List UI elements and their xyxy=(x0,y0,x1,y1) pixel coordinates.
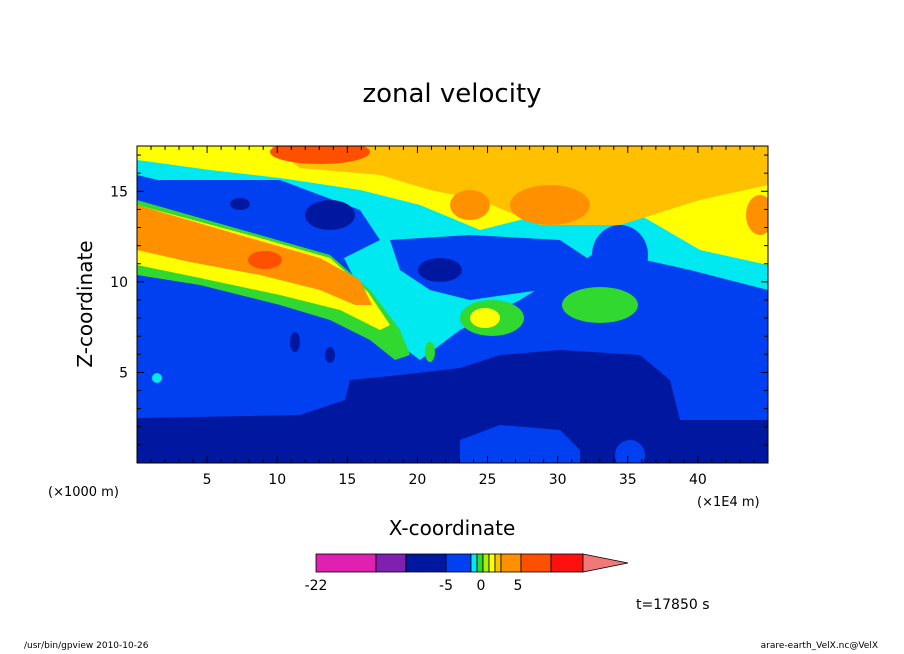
region-dark-blob-1 xyxy=(418,258,462,282)
region-dark-blob-5 xyxy=(325,347,335,363)
footer-left: /usr/bin/gpview 2010-10-26 xyxy=(24,641,149,651)
x-unit-right: (×1E4 m) xyxy=(697,495,760,510)
y-axis-label: Z-coordinate xyxy=(73,240,97,367)
colorbar-label: -5 xyxy=(439,578,453,594)
colorbar-swatch xyxy=(520,553,552,573)
colorbar-swatch xyxy=(500,553,522,573)
y-tick-label: 15 xyxy=(110,184,128,200)
x-tick-label: 30 xyxy=(549,472,567,488)
region-green-blob-3 xyxy=(746,195,768,235)
colorbar-swatch xyxy=(375,553,407,573)
time-label: t=17850 s xyxy=(636,597,710,613)
region-upper-max-3 xyxy=(270,146,370,164)
x-unit-left: (×1000 m) xyxy=(48,485,119,500)
plot-frame xyxy=(136,145,769,464)
region-upper-orange xyxy=(270,146,768,225)
region-upper-max-2 xyxy=(450,190,490,220)
footer-right: arare-earth_VelX.nc@VelX xyxy=(760,641,878,651)
colorbar-label: 5 xyxy=(514,578,523,594)
region-blue-right xyxy=(592,225,648,285)
colorbar: -22 -5 0 5 xyxy=(305,553,629,594)
region-cyan-dot-3 xyxy=(425,342,435,362)
region-yellow-blob-1 xyxy=(470,308,500,328)
colorbar-swatch xyxy=(482,553,490,573)
colorbar-swatch xyxy=(488,553,496,573)
colorbar-swatch xyxy=(445,553,472,573)
colorbar-swatch xyxy=(476,553,484,573)
region-dark-blob-4 xyxy=(290,332,300,352)
region-upper-max xyxy=(510,185,590,225)
y-tick-label: 5 xyxy=(119,365,128,381)
region-dark-blob-2 xyxy=(305,200,355,230)
axes: 5 10 15 20 25 30 35 40 5 10 15 xyxy=(110,146,768,488)
region-dark-blob-3 xyxy=(230,198,250,210)
x-tick-label: 15 xyxy=(338,472,356,488)
colorbar-arrow xyxy=(582,553,629,573)
colorbar-swatch xyxy=(405,553,447,573)
plot-area xyxy=(137,146,768,463)
region-central-blue-hole xyxy=(460,425,580,463)
colorbar-swatch xyxy=(494,553,502,573)
x-axis-label: X-coordinate xyxy=(389,516,516,540)
region-cyan-dot-2 xyxy=(371,204,385,220)
region-central-dark xyxy=(137,350,768,463)
region-green-blob-2 xyxy=(562,287,638,323)
region-jet-max xyxy=(248,251,282,269)
x-tick-label: 35 xyxy=(619,472,637,488)
x-tick-label: 20 xyxy=(409,472,427,488)
x-tick-label: 25 xyxy=(479,472,497,488)
chart-title: zonal velocity xyxy=(362,79,541,109)
colorbar-swatch xyxy=(550,553,584,573)
region-blue-mid xyxy=(390,235,590,300)
colorbar-label: -22 xyxy=(305,578,328,594)
x-tick-label: 5 xyxy=(203,472,212,488)
x-tick-label: 40 xyxy=(689,472,707,488)
colorbar-swatch xyxy=(315,553,377,573)
colorbar-swatch xyxy=(470,553,478,573)
region-upper-blue xyxy=(160,180,380,260)
region-blue-hole-2 xyxy=(615,440,645,463)
y-tick-label: 10 xyxy=(110,275,128,291)
colorbar-label: 0 xyxy=(477,578,486,594)
x-tick-label: 10 xyxy=(268,472,286,488)
region-cyan-dot-1 xyxy=(152,373,162,383)
